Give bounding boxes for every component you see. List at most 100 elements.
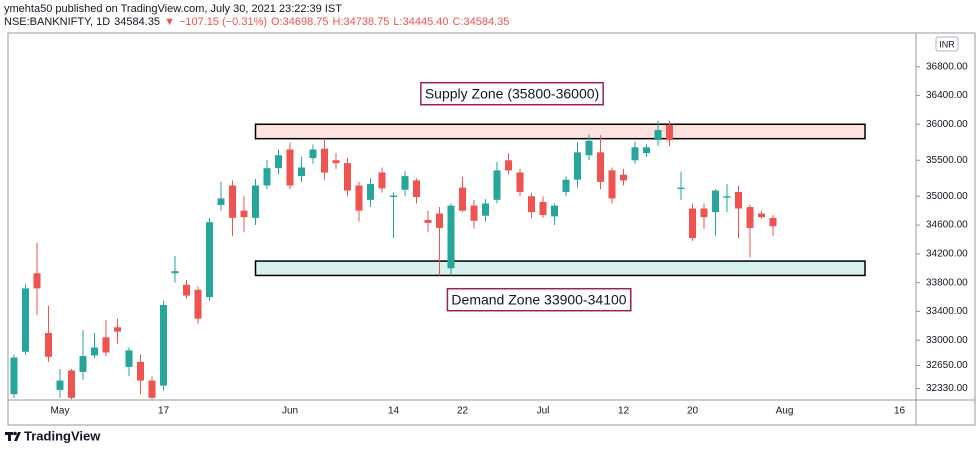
x-tick-label: 16 xyxy=(894,406,906,417)
candle-body xyxy=(355,185,363,211)
candle-body xyxy=(769,217,777,227)
candle-body xyxy=(689,208,696,239)
chart-frame xyxy=(7,32,976,426)
candle-body xyxy=(516,172,524,192)
y-tick-label: 33800.00 xyxy=(926,277,968,288)
candle-body xyxy=(263,168,271,186)
candle-body xyxy=(332,160,340,164)
candle-body xyxy=(758,213,765,218)
x-tick-label: Aug xyxy=(776,406,794,417)
y-tick-label: 34600.00 xyxy=(926,220,968,231)
candle-body xyxy=(217,198,225,205)
x-tick-label: 20 xyxy=(687,406,699,417)
candle-body xyxy=(620,174,627,181)
candle-body xyxy=(102,337,110,353)
y-tick-label: 35500.00 xyxy=(926,155,968,166)
candle-body xyxy=(321,148,328,173)
y-tick-label: 36400.00 xyxy=(926,90,968,101)
x-tick-label: Jul xyxy=(537,406,550,417)
currency: INR xyxy=(939,39,955,49)
candle-body xyxy=(493,170,501,200)
candle-body xyxy=(171,271,179,274)
candle-body xyxy=(378,172,386,189)
y-tick-label: 36800.00 xyxy=(926,61,968,72)
y-tick-label: 33400.00 xyxy=(926,306,968,317)
high: H:34738.75 xyxy=(332,16,390,28)
candle-body xyxy=(723,196,731,198)
open: O:34698.75 xyxy=(271,16,329,28)
y-tick-label: 35000.00 xyxy=(926,191,968,202)
currency-badge xyxy=(935,36,959,52)
candle-body xyxy=(344,163,351,191)
candle-body xyxy=(22,288,29,352)
candle-body xyxy=(539,202,547,215)
candle-body xyxy=(666,124,673,141)
candle-body xyxy=(597,152,604,182)
logo xyxy=(5,431,21,441)
candle-body xyxy=(608,170,616,199)
low: L:34445.40 xyxy=(393,16,449,28)
candle-body xyxy=(746,207,754,228)
publisher: ymehta50 published on TradingView.com, J… xyxy=(4,3,342,15)
candle-body xyxy=(401,176,409,190)
candle-body xyxy=(643,147,650,154)
zone-label-box xyxy=(446,287,632,312)
zone xyxy=(254,260,866,277)
candle-body xyxy=(45,333,52,357)
zone-label-box xyxy=(420,81,604,106)
candle-body xyxy=(459,187,466,211)
candle-body xyxy=(551,205,558,217)
candle-body xyxy=(470,205,478,221)
candle-body xyxy=(91,347,98,356)
y-tick-label: 32650.00 xyxy=(926,360,968,371)
x-tick-label: 14 xyxy=(388,406,400,417)
x-tick-label: 17 xyxy=(158,406,170,417)
candle-body xyxy=(240,210,248,218)
x-tick-label: 12 xyxy=(618,406,630,417)
candle-body xyxy=(286,149,294,186)
y-tick-label: 36000.00 xyxy=(926,119,968,130)
candle-body xyxy=(367,184,374,200)
zone-label: Demand Zone 33900-34100 xyxy=(451,292,626,308)
symbol: NSE:BANKNIFTY, 1D xyxy=(4,16,111,28)
candle-body xyxy=(482,203,489,216)
candle-body xyxy=(148,380,156,398)
candle-body xyxy=(298,167,305,177)
candle-body xyxy=(631,147,639,161)
y-tick-label: 32330.00 xyxy=(926,383,968,394)
brand: TradingView xyxy=(24,428,101,443)
candle-body xyxy=(413,180,420,197)
candle-body xyxy=(735,191,742,209)
last-price: 34584.35 xyxy=(114,16,161,28)
candle-body xyxy=(309,149,317,159)
candle-body xyxy=(562,179,570,192)
candle-body xyxy=(10,357,18,395)
x-tick-label: Jun xyxy=(282,406,298,417)
candle-body xyxy=(424,220,432,223)
change: −107.15 (−0.31%) xyxy=(178,16,268,28)
candle-body xyxy=(712,190,719,213)
candle-body xyxy=(390,195,397,197)
candle-body xyxy=(206,222,213,298)
candle-body xyxy=(160,304,167,386)
candle-body xyxy=(183,284,190,296)
candle-body xyxy=(677,187,685,190)
candle-body xyxy=(447,205,455,269)
candle-body xyxy=(275,155,282,169)
candle-body xyxy=(574,152,581,180)
candle-body xyxy=(700,208,708,218)
x-tick-label: 22 xyxy=(457,406,469,417)
candle-body xyxy=(229,185,236,218)
publisher-line: ymehta50 published on TradingView.com, J… xyxy=(4,3,346,15)
zone-label: Supply Zone (35800-36000) xyxy=(425,86,599,102)
candle-body xyxy=(654,130,662,141)
symbol-line: NSE:BANKNIFTY, 1D 34584.35 ▼ −107.15 (−0.31… xyxy=(4,16,513,28)
candle-body xyxy=(68,370,75,398)
candle-body xyxy=(79,356,87,372)
candle-body xyxy=(194,289,202,319)
candle-body xyxy=(252,185,259,218)
candle-body xyxy=(528,196,535,213)
candle-body xyxy=(436,213,443,228)
